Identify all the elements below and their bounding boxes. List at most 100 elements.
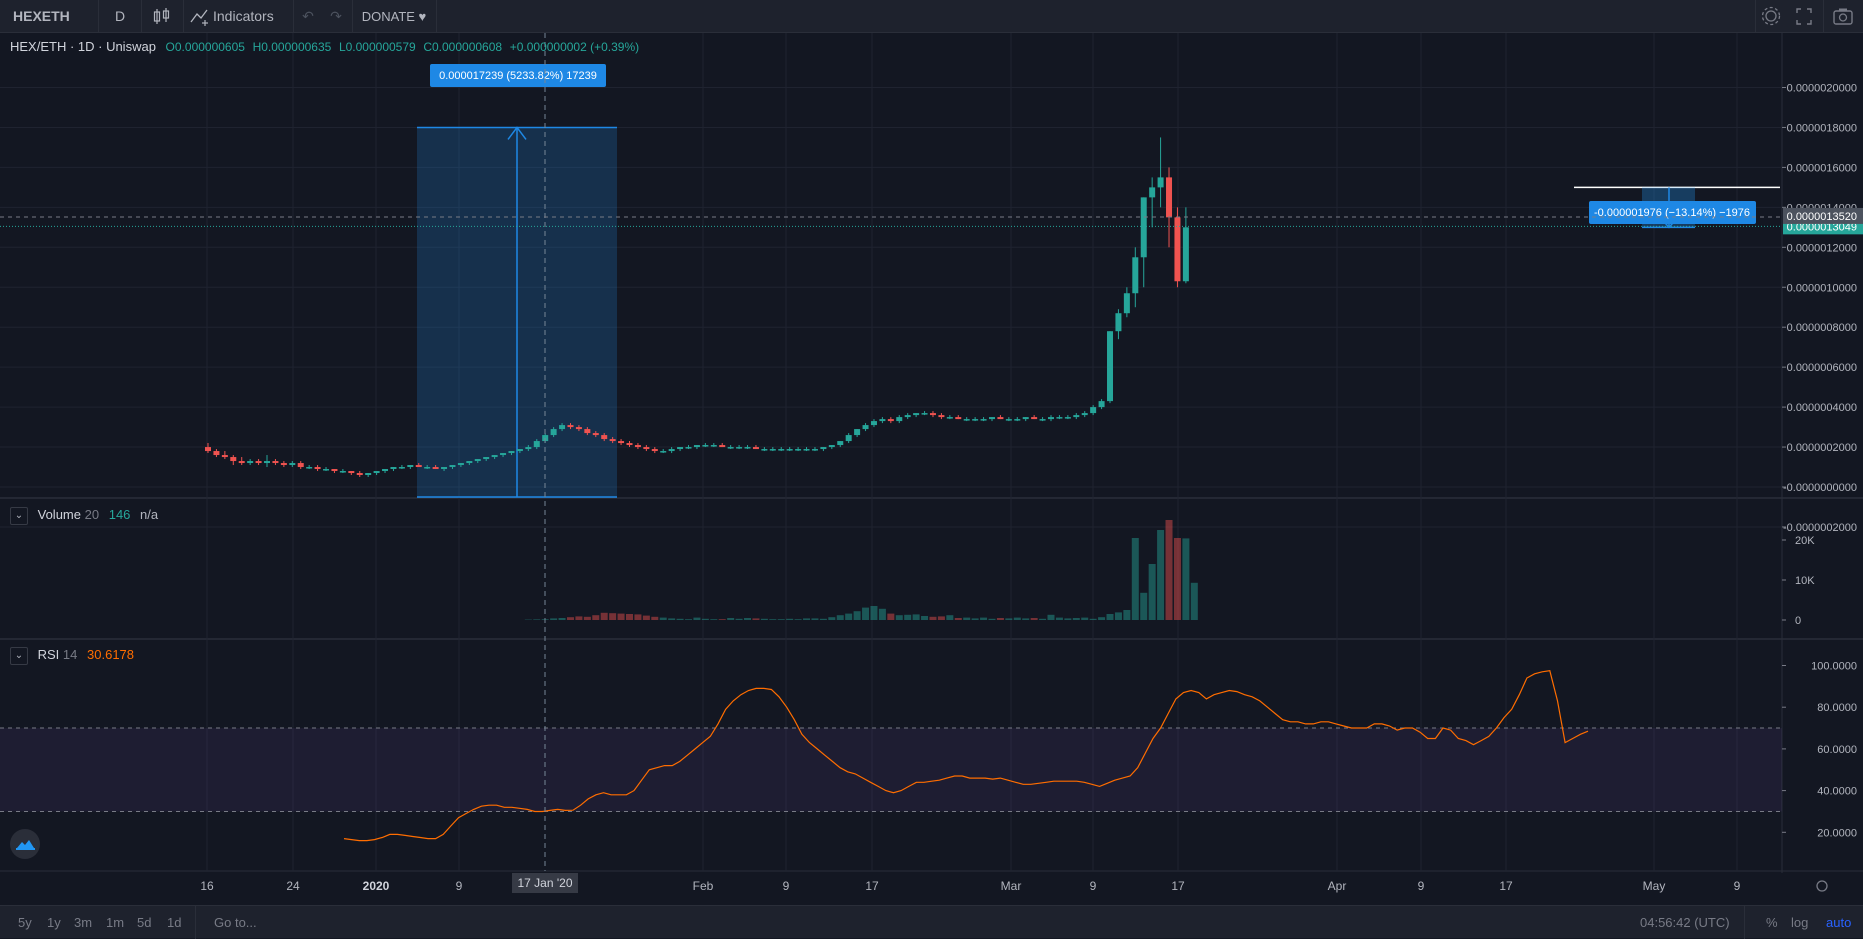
candle-body (922, 413, 928, 415)
volume-bar (559, 618, 566, 620)
range-1y[interactable]: 1y (47, 906, 61, 939)
volume-bar (1115, 612, 1122, 620)
volume-bar (887, 614, 894, 620)
legend-title: HEX/ETH · 1D · Uniswap (10, 39, 156, 54)
candle-body (256, 461, 262, 463)
price-axis-tick-label: 0.0000018000 (1787, 122, 1857, 134)
interval-button[interactable]: D (99, 0, 142, 33)
volume-bar (820, 619, 827, 620)
candle-body (1124, 293, 1130, 313)
settings-icon[interactable] (1755, 0, 1786, 33)
candle-body (686, 447, 692, 449)
time-axis-tick-label: Mar (1001, 879, 1022, 893)
range-5y[interactable]: 5y (18, 906, 32, 939)
volume-bar (778, 619, 785, 620)
volume-legend: ⌄ Volume 20 146 n/a (10, 505, 158, 525)
candle-body (264, 461, 270, 463)
candle-body (475, 459, 481, 461)
candle-body (576, 427, 582, 429)
candle-body (382, 469, 388, 471)
rsi-band-fill (0, 728, 1782, 811)
candle-body (652, 449, 658, 451)
candle-body (390, 467, 396, 469)
redo-icon[interactable]: ↷ (320, 0, 353, 33)
chart-area[interactable]: 0.000017239 (5233.82%) 17239 -0.00000197… (0, 33, 1863, 905)
legend-high: H0.000000635 (253, 40, 332, 54)
goto-button[interactable]: Go to... (214, 906, 257, 939)
camera-icon[interactable] (1823, 0, 1863, 33)
candle-body (854, 429, 860, 435)
candle-body (593, 433, 599, 435)
brand-logo[interactable] (10, 829, 40, 859)
price-axis-tick-label: 0.0000012000 (1787, 242, 1857, 254)
volume-bar (550, 618, 557, 620)
candle-body (660, 451, 666, 453)
candle-body (500, 453, 506, 455)
candle-body (239, 461, 245, 463)
clock: 04:56:42 (UTC) (1640, 906, 1745, 939)
fullscreen-icon[interactable] (1785, 0, 1824, 33)
candle-body (601, 435, 607, 439)
undo-icon[interactable]: ↶ (296, 0, 320, 33)
time-axis-tick-label: 9 (1090, 879, 1097, 893)
volume-bar (1140, 593, 1147, 620)
candle-body (930, 413, 936, 415)
indicators-label: Indicators (213, 0, 274, 33)
collapse-volume-button[interactable]: ⌄ (10, 507, 28, 525)
auto-toggle[interactable]: auto (1826, 906, 1851, 939)
volume-bar (727, 618, 734, 620)
candle-body (989, 417, 995, 419)
volume-bar (1123, 610, 1130, 620)
price-axis-tick-label: 0.0000002000 (1787, 442, 1857, 454)
candle-body (677, 447, 683, 449)
candle-body (289, 463, 295, 465)
indicators-button[interactable]: Indicators (183, 0, 294, 33)
volume-bar (1132, 538, 1139, 620)
candle-body (846, 435, 852, 441)
candle-body (424, 467, 430, 469)
candle-body (1073, 415, 1079, 417)
volume-bars (525, 520, 1198, 620)
chart-style-button[interactable] (141, 0, 184, 33)
candle-body (1048, 417, 1054, 419)
volume-bar (828, 617, 835, 620)
candle-body (357, 473, 363, 475)
donate-button[interactable]: DONATE ♥ (352, 0, 437, 33)
volume-bar (988, 619, 995, 620)
measure-long-label: 0.000017239 (5233.82%) 17239 (439, 70, 597, 82)
last-price-label: 0.0000013520 (1787, 211, 1857, 223)
range-1m[interactable]: 1m (106, 906, 124, 939)
volume-bar (955, 618, 962, 620)
symbol-search[interactable]: HEXETH (0, 0, 99, 33)
volume-bar (533, 619, 540, 620)
volume-bar (668, 618, 675, 620)
candle-body (627, 443, 633, 445)
measure-short-drawing[interactable]: -0.000001976 (−13.14%) −1976 (1574, 187, 1780, 227)
time-axis-tick-label: 17 (1499, 879, 1513, 893)
volume-bar (1039, 619, 1046, 620)
candle-body (205, 447, 211, 451)
log-toggle[interactable]: log (1791, 906, 1808, 939)
range-3m[interactable]: 3m (74, 906, 92, 939)
volume-bar (972, 618, 979, 620)
range-5d[interactable]: 5d (137, 906, 151, 939)
volume-bar (651, 617, 658, 620)
candle-body (213, 451, 219, 455)
candle-body (871, 421, 877, 425)
candle-body (820, 447, 826, 449)
percent-toggle[interactable]: % (1766, 906, 1778, 939)
price-axis-tick-label: 0.0000006000 (1787, 362, 1857, 374)
range-1d[interactable]: 1d (167, 906, 196, 939)
volume-bar (702, 619, 709, 620)
candle-body (770, 449, 776, 451)
candle-body (981, 419, 987, 421)
candle-body (711, 445, 717, 447)
candle-body (1006, 419, 1012, 421)
time-axis-tick-label: Apr (1328, 879, 1347, 893)
collapse-rsi-button[interactable]: ⌄ (10, 647, 28, 665)
candle-body (938, 415, 944, 417)
rsi-axis-tick-label: 40.0000 (1817, 786, 1857, 798)
candle-body (1115, 313, 1121, 331)
candle-body (365, 473, 371, 475)
volume-bar (1107, 614, 1114, 620)
